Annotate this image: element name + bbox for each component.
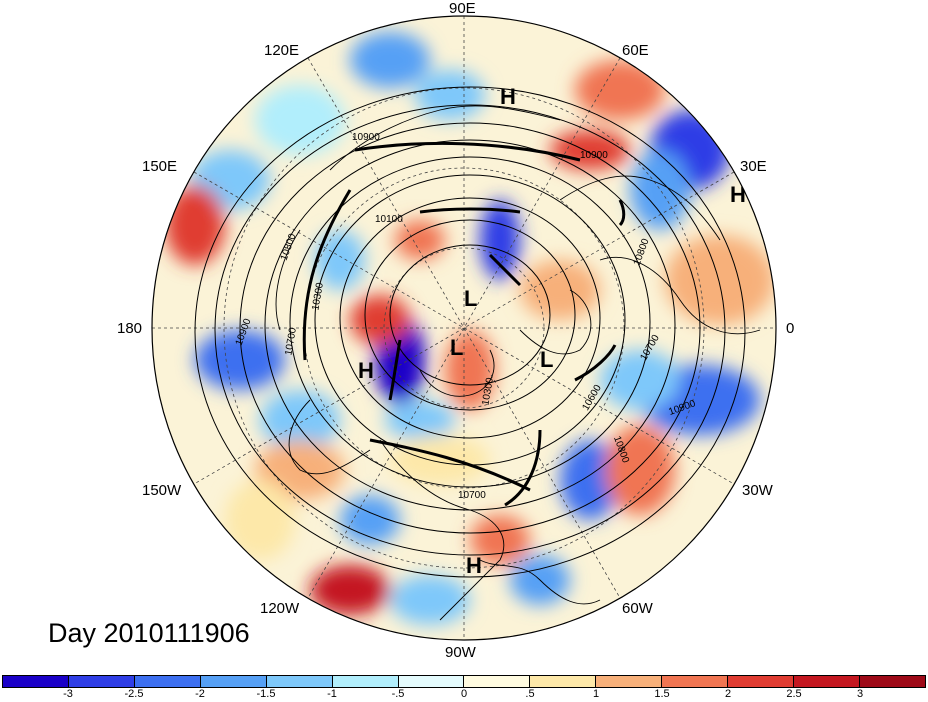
longitude-label-30e: 30E bbox=[740, 158, 767, 175]
high-pressure-marker: H bbox=[730, 182, 746, 207]
colorbar-tick-label: -2.5 bbox=[124, 688, 144, 700]
longitude-label-30w: 30W bbox=[742, 482, 773, 499]
contour-label: 10300 bbox=[480, 377, 496, 407]
colorbar-tick-label: -.5 bbox=[391, 688, 405, 700]
colorbar-tick-label: 3 bbox=[856, 688, 864, 700]
colorbar-swatch bbox=[530, 676, 597, 687]
low-pressure-marker: L bbox=[540, 347, 553, 372]
colorbar-swatch bbox=[134, 676, 201, 687]
colorbar-tick-label: 1.5 bbox=[654, 688, 670, 700]
colorbar-swatch bbox=[200, 676, 267, 687]
high-pressure-marker: H bbox=[500, 84, 516, 109]
colorbar-swatch bbox=[398, 676, 465, 687]
colorbar-swatch bbox=[266, 676, 333, 687]
height-contours bbox=[194, 86, 746, 578]
longitude-label-90e: 90E bbox=[449, 0, 476, 17]
longitude-label-150e: 150E bbox=[142, 158, 178, 175]
colorbar-swatch bbox=[3, 676, 69, 687]
longitude-label-120w: 120W bbox=[260, 600, 300, 617]
colorbar-swatch bbox=[464, 676, 531, 687]
longitude-label-180: 180 bbox=[117, 320, 143, 337]
colorbar-swatch bbox=[859, 676, 925, 687]
longitude-label-0: 0 bbox=[786, 320, 795, 337]
longitude-label-60e: 60E bbox=[622, 42, 649, 59]
colorbar-swatch bbox=[662, 676, 729, 687]
high-pressure-marker: H bbox=[466, 553, 482, 578]
colorbar-tick-label: 2.5 bbox=[786, 688, 802, 700]
colorbar bbox=[2, 675, 926, 688]
map-boundary bbox=[151, 15, 777, 641]
longitude-label-150w: 150W bbox=[142, 482, 182, 499]
colorbar-swatch bbox=[728, 676, 795, 687]
map-title: Day 2010111906 bbox=[48, 618, 250, 648]
anomaly-field: 10900 10100 10800 10300 10900 10700 1080… bbox=[152, 16, 776, 640]
colorbar-tick-label: 0 bbox=[460, 688, 468, 700]
high-pressure-marker: H bbox=[358, 358, 374, 383]
contour-label: 10700 bbox=[283, 327, 299, 357]
contour-label: 10100 bbox=[375, 214, 403, 225]
colorbar-swatch bbox=[596, 676, 663, 687]
longitude-label-120e: 120E bbox=[264, 42, 300, 59]
colorbar-tick-label: 2 bbox=[724, 688, 732, 700]
low-pressure-marker: L bbox=[450, 335, 463, 360]
contour-label: 10900 bbox=[580, 150, 608, 161]
colorbar-tick-label: 1 bbox=[592, 688, 600, 700]
colorbar-tick-label: -1 bbox=[327, 688, 337, 700]
colorbar-tick-label: .5 bbox=[525, 688, 535, 700]
low-pressure-marker: L bbox=[464, 286, 477, 311]
longitude-label-90w: 90W bbox=[445, 644, 476, 661]
colorbar-swatch bbox=[68, 676, 135, 687]
longitude-label-60w: 60W bbox=[622, 600, 653, 617]
colorbar-swatch bbox=[794, 676, 860, 687]
colorbar-tick-label: -3 bbox=[63, 688, 73, 700]
contour-label: 10900 bbox=[352, 132, 380, 143]
colorbar-tick-label: -2 bbox=[195, 688, 205, 700]
jet-streaks bbox=[302, 141, 626, 507]
pressure-centers: H H L L L H H bbox=[358, 84, 746, 578]
contour-label: 10700 bbox=[458, 490, 486, 501]
colorbar-tick-label: -1.5 bbox=[256, 688, 276, 700]
colorbar-swatch bbox=[332, 676, 399, 687]
contour-label: 10300 bbox=[310, 282, 326, 312]
